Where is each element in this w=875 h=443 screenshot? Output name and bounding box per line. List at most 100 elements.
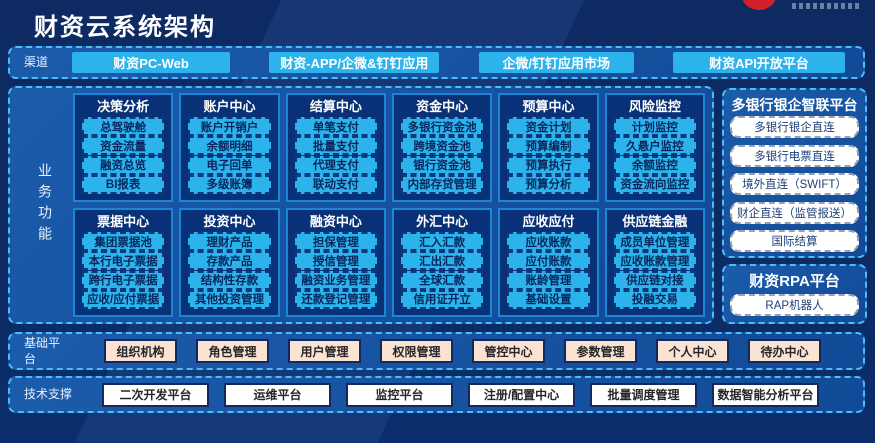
feature-chip: 融资总览 xyxy=(82,155,165,175)
module-title: 资金中心 xyxy=(416,99,469,114)
feature-chip: 资金流向监控 xyxy=(613,174,696,194)
bank-connect-panel: 多银行银企智联平台 多银行银企直连 多银行电票直连 境外直连（SWIFT） 财企… xyxy=(722,88,867,258)
module-title: 决策分析 xyxy=(97,99,150,114)
bank-connect-title: 多银行银企智联平台 xyxy=(731,97,858,113)
base-item-role: 角色管理 xyxy=(196,339,269,363)
feature-chip: 跨境资金池 xyxy=(401,136,484,156)
partner-logo-icon xyxy=(742,0,776,10)
module-decision-analysis: 决策分析 总驾驶舱 资金流量 融资总览 BI报表 xyxy=(73,93,174,202)
feature-chip: 久悬户监控 xyxy=(613,136,696,156)
base-platform-panel: 基础平台 组织机构 角色管理 用户管理 权限管理 管控中心 参数管理 个人中心 … xyxy=(8,332,865,370)
module-title: 票据中心 xyxy=(97,214,150,229)
module-title: 结算中心 xyxy=(309,99,362,114)
feature-chip: 应收账款管理 xyxy=(613,251,696,271)
feature-chip: 融资业务管理 xyxy=(294,270,377,290)
feature-chip: 本行电子票据 xyxy=(82,251,165,271)
tech-item-monitor: 监控平台 xyxy=(346,382,453,407)
channel-pc-web: 财资PC-Web xyxy=(72,52,230,73)
feature-chip: 预算执行 xyxy=(507,155,590,175)
business-panel: 业务功能 决策分析 总驾驶舱 资金流量 融资总览 BI报表 账户中心 账户开销户… xyxy=(8,86,714,324)
module-title: 应收应付 xyxy=(522,214,575,229)
module-receivable-payable: 应收应付 应收账款 应付账款 账龄管理 基础设置 xyxy=(498,208,599,317)
base-item-control: 管控中心 xyxy=(472,339,545,363)
feature-chip: 应收账款 xyxy=(507,232,590,251)
feature-chip: 信用证开立 xyxy=(401,289,484,309)
feature-chip: 理财产品 xyxy=(188,232,271,251)
feature-chip: 全球汇款 xyxy=(401,270,484,290)
base-platform-label: 基础平台 xyxy=(24,335,61,366)
feature-chip: 资金流量 xyxy=(82,136,165,156)
feature-chip: 供应链对接 xyxy=(613,270,696,290)
channels-panel: 渠道 财资PC-Web 财资-APP/企微&钉钉应用 企微/钉钉应用市场 财资A… xyxy=(8,46,865,79)
tech-item-ops: 运维平台 xyxy=(224,382,331,407)
tech-item-batch: 批量调度管理 xyxy=(590,382,697,407)
channels-label: 渠道 xyxy=(24,55,49,70)
feature-chip: 联动支付 xyxy=(294,174,377,194)
business-label: 业务功能 xyxy=(37,163,53,247)
feature-chip: 汇出汇款 xyxy=(401,251,484,271)
module-financing-center: 融资中心 担保管理 授信管理 融资业务管理 还款登记管理 xyxy=(285,208,386,317)
module-investment-center: 投资中心 理财产品 存款产品 结构性存款 其他投资管理 xyxy=(179,208,280,317)
feature-chip: 多银行资金池 xyxy=(401,117,484,136)
bank-connect-item: 多银行电票直连 xyxy=(730,144,859,167)
feature-chip: 跨行电子票据 xyxy=(82,270,165,290)
feature-chip: 批量支付 xyxy=(294,136,377,156)
bank-connect-item: 多银行银企直连 xyxy=(730,116,859,138)
feature-chip: 基础设置 xyxy=(507,289,590,309)
base-item-org: 组织机构 xyxy=(104,339,177,363)
channels-buttons: 财资PC-Web 财资-APP/企微&钉钉应用 企微/钉钉应用市场 财资API开… xyxy=(72,52,849,73)
bank-connect-item: 境外直连（SWIFT） xyxy=(730,173,859,195)
feature-chip: 代理支付 xyxy=(294,155,377,175)
feature-chip: 多级账簿 xyxy=(188,174,271,194)
feature-chip: 授信管理 xyxy=(294,251,377,271)
feature-chip: 电子回单 xyxy=(188,155,271,175)
module-settlement-center: 结算中心 单笔支付 批量支付 代理支付 联动支付 xyxy=(285,93,386,202)
tech-item-devplatform: 二次开发平台 xyxy=(102,382,209,407)
rpa-panel: 财资RPA平台 RAP机器人 xyxy=(722,264,867,324)
feature-chip: 还款登记管理 xyxy=(294,289,377,309)
partner-logo-text xyxy=(792,3,862,9)
feature-chip: 应付账款 xyxy=(507,251,590,271)
feature-chip: 账龄管理 xyxy=(507,270,590,290)
feature-chip: 集团票据池 xyxy=(82,232,165,251)
module-risk-monitoring: 风险监控 计划监控 久悬户监控 余额监控 资金流向监控 xyxy=(604,93,705,202)
feature-chip: 其他投资管理 xyxy=(188,289,271,309)
feature-chip: 总驾驶舱 xyxy=(82,117,165,136)
module-title: 融资中心 xyxy=(309,214,362,229)
base-item-user: 用户管理 xyxy=(288,339,361,363)
module-supply-chain-finance: 供应链金融 成员单位管理 应收账款管理 供应链对接 投融交易 xyxy=(604,208,705,317)
page-title: 财资云系统架构 xyxy=(34,14,216,41)
channel-open-api: 财资API开放平台 xyxy=(672,52,845,73)
base-item-parameter: 参数管理 xyxy=(564,339,637,363)
feature-chip: BI报表 xyxy=(82,174,165,194)
base-platform-buttons: 组织机构 角色管理 用户管理 权限管理 管控中心 参数管理 个人中心 待办中心 xyxy=(64,339,849,363)
module-title: 供应链金融 xyxy=(622,214,688,229)
tech-support-buttons: 二次开发平台 运维平台 监控平台 注册/配置中心 批量调度管理 数据智能分析平台 xyxy=(82,382,849,407)
module-account-center: 账户中心 账户开销户 余额明细 电子回单 多级账簿 xyxy=(179,93,280,202)
module-fund-center: 资金中心 多银行资金池 跨境资金池 银行资金池 内部存贷管理 xyxy=(392,93,493,202)
feature-chip: 计划监控 xyxy=(613,117,696,136)
feature-chip: 存款产品 xyxy=(188,251,271,271)
feature-chip: 内部存贷管理 xyxy=(401,174,484,194)
module-title: 外汇中心 xyxy=(416,214,469,229)
feature-chip: 结构性存款 xyxy=(188,270,271,290)
module-title: 投资中心 xyxy=(203,214,256,229)
channel-app-market: 企微/钉钉应用市场 xyxy=(478,52,634,73)
channel-app: 财资-APP/企微&钉钉应用 xyxy=(269,52,440,73)
feature-chip: 投融交易 xyxy=(613,289,696,309)
feature-chip: 账户开销户 xyxy=(188,117,271,136)
rpa-title: 财资RPA平台 xyxy=(749,273,840,290)
base-item-todo: 待办中心 xyxy=(748,339,821,363)
module-budget-center: 预算中心 资金计划 预算编制 预算执行 预算分析 xyxy=(498,93,599,202)
bank-connect-item: 国际结算 xyxy=(730,230,859,252)
base-item-personal: 个人中心 xyxy=(656,339,729,363)
module-title: 预算中心 xyxy=(522,99,575,114)
feature-chip: 应收/应付票据 xyxy=(82,289,165,309)
feature-chip: 银行资金池 xyxy=(401,155,484,175)
feature-chip: 资金计划 xyxy=(507,117,590,136)
feature-chip: 单笔支付 xyxy=(294,117,377,136)
feature-chip: 预算分析 xyxy=(507,174,590,194)
module-title: 账户中心 xyxy=(203,99,256,114)
feature-chip: 余额监控 xyxy=(613,155,696,175)
